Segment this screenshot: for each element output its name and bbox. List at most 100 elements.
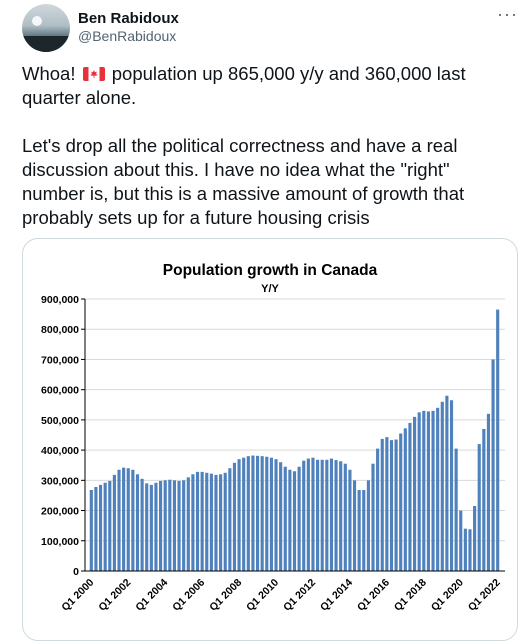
chart-bar <box>182 480 186 571</box>
chart-bar <box>283 466 287 571</box>
chart-bar <box>292 471 297 571</box>
chart-bar <box>449 400 454 571</box>
canada-flag-icon <box>82 67 105 81</box>
chart-bar <box>371 463 375 571</box>
y-tick-label: 0 <box>73 566 79 578</box>
y-tick-label: 600,000 <box>41 385 79 397</box>
chart-bar <box>279 462 283 571</box>
avatar-sun <box>32 16 42 26</box>
chart-bar <box>385 437 389 571</box>
chart-bar <box>103 482 107 571</box>
chart-bar <box>422 410 426 571</box>
x-tick-label: Q1 2022 <box>466 577 503 614</box>
chart-bar <box>362 490 366 571</box>
chart-bar <box>399 433 403 571</box>
chart-bar <box>408 422 412 571</box>
chart-bar <box>228 468 232 571</box>
chart-bar <box>486 413 491 571</box>
chart-bar <box>172 480 176 571</box>
chart-bar <box>159 480 163 571</box>
chart-bar <box>459 510 463 571</box>
y-tick-label: 900,000 <box>41 294 79 306</box>
chart-bar <box>403 428 407 571</box>
tweet-media-chart[interactable]: Population growth in Canada Y/Y 0 100,000… <box>22 238 518 641</box>
chart-bar <box>477 444 481 571</box>
author-name[interactable]: Ben Rabidoux <box>78 10 179 27</box>
chart-bar <box>94 486 98 571</box>
chart-bar <box>436 407 440 571</box>
chart-bar <box>135 474 140 571</box>
tweet-text: Whoa! population up 865,000 y/y and 360,… <box>22 62 512 230</box>
chart-bar <box>232 462 237 571</box>
chart-bar <box>306 458 310 571</box>
chart-bar <box>98 484 103 571</box>
x-tick-label: Q1 2014 <box>318 577 355 614</box>
chart-bar <box>376 448 380 571</box>
chart-bar <box>491 359 495 571</box>
population-growth-chart: Population growth in Canada Y/Y 0 100,000… <box>41 262 505 614</box>
chart-bar <box>265 456 269 571</box>
chart-bar <box>394 439 398 571</box>
chart-bar <box>426 411 430 571</box>
y-tick-label: 700,000 <box>41 354 79 366</box>
more-options-icon[interactable]: ··· <box>497 4 518 24</box>
tweet-text-intro: Whoa! <box>22 63 81 84</box>
chart-bar <box>348 469 352 571</box>
chart-bar <box>242 457 246 571</box>
y-tick-label: 800,000 <box>41 324 79 336</box>
chart-bar <box>154 482 158 571</box>
x-tick-label: Q1 2008 <box>207 577 244 614</box>
chart-bar <box>445 395 449 571</box>
chart-bar <box>223 472 227 571</box>
chart-bar <box>214 474 218 571</box>
author-handle[interactable]: @BenRabidoux <box>78 28 177 44</box>
chart-bar <box>168 479 172 571</box>
chart-bar <box>122 467 126 571</box>
chart-bar <box>343 463 347 571</box>
chart-bar <box>468 529 472 571</box>
chart-bar <box>311 457 315 571</box>
x-tick-label: Q1 2004 <box>133 577 170 614</box>
chart-bar <box>352 480 357 571</box>
y-tick-label: 300,000 <box>41 475 79 487</box>
chart-bar <box>117 469 121 571</box>
chart-bar <box>269 457 273 571</box>
chart-bar <box>454 448 458 571</box>
chart-bar <box>329 458 334 571</box>
chart-bar <box>440 401 444 571</box>
avatar-landscape <box>22 36 70 52</box>
x-tick-label: Q1 2000 <box>59 577 96 614</box>
chart-bar <box>205 472 209 571</box>
chart-bar <box>126 468 130 571</box>
chart-bar <box>131 469 135 571</box>
chart-bar <box>89 490 93 571</box>
chart-bar <box>177 480 181 571</box>
chart-bar <box>339 461 343 571</box>
chart-bar <box>334 460 338 571</box>
chart-bar <box>297 466 301 571</box>
chart-bar <box>219 474 223 571</box>
chart-bar <box>112 474 116 571</box>
chart-bar <box>209 473 213 571</box>
chart-bar <box>200 471 204 571</box>
chart-bar <box>417 412 421 571</box>
chart-bar <box>302 460 306 571</box>
chart-bar <box>325 459 329 571</box>
chart-bar <box>255 455 260 571</box>
chart-bar <box>431 410 435 571</box>
chart-bar <box>145 483 149 571</box>
y-tick-label: 200,000 <box>41 506 79 518</box>
x-tick-label: Q1 2016 <box>355 577 392 614</box>
chart-bar <box>251 455 255 571</box>
chart-bar <box>260 456 264 571</box>
y-tick-label: 100,000 <box>41 536 79 548</box>
chart-bar <box>195 471 200 571</box>
x-tick-label: Q1 2010 <box>244 577 281 614</box>
chart-title: Population growth in Canada <box>163 262 378 279</box>
chart-bar <box>140 478 144 571</box>
x-tick-label: Q1 2006 <box>170 577 207 614</box>
avatar[interactable] <box>22 4 70 52</box>
chart-bar <box>463 528 467 571</box>
chart-bar <box>357 490 361 571</box>
